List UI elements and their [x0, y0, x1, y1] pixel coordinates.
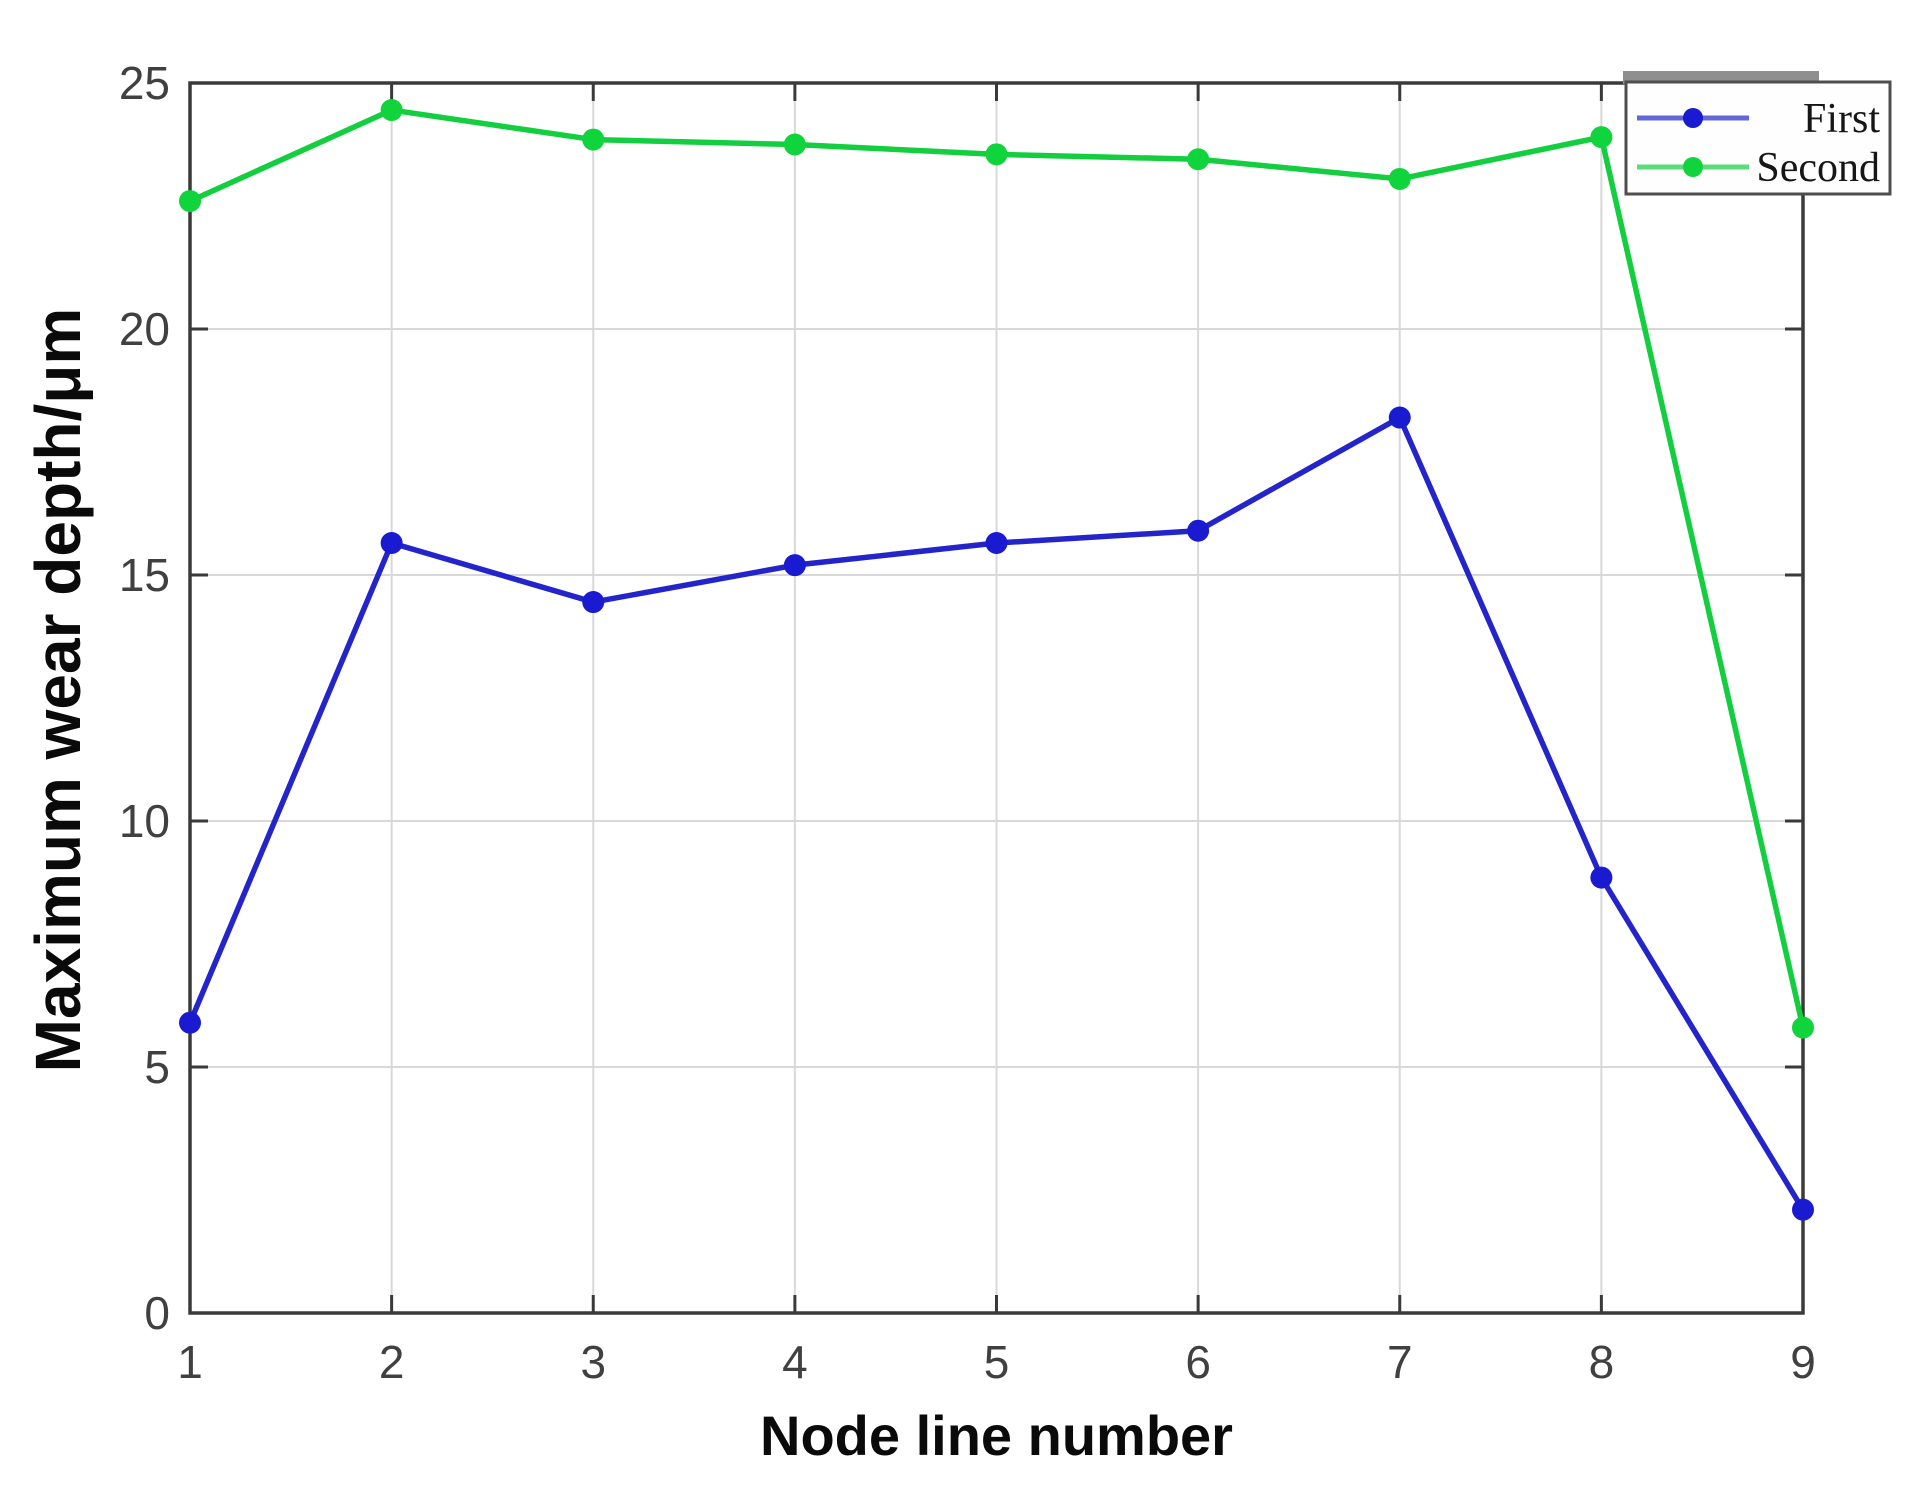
x-tick-label: 7 [1387, 1336, 1413, 1388]
data-point-first-2 [380, 532, 403, 555]
data-point-first-5 [985, 532, 1008, 555]
data-point-second-8 [1590, 126, 1613, 149]
series-second [179, 99, 1814, 1039]
y-tick-label: 15 [119, 549, 170, 601]
data-point-second-9 [1792, 1016, 1814, 1039]
data-point-second-7 [1388, 167, 1411, 190]
data-point-first-9 [1792, 1198, 1814, 1221]
data-point-first-8 [1590, 866, 1613, 889]
data-point-first-7 [1388, 406, 1411, 429]
data-point-first-3 [582, 591, 605, 614]
data-point-first-4 [783, 554, 806, 577]
legend-entry-second: Second [1637, 145, 1880, 191]
y-tick-label: 0 [144, 1287, 170, 1339]
legend-entry-first: First [1637, 96, 1880, 142]
x-axis-title: Node line number [760, 1404, 1233, 1467]
legend-marker-second [1683, 157, 1703, 177]
x-tick-label: 1 [177, 1336, 203, 1388]
axis-tick-marks [188, 81, 1805, 1315]
y-tick-label: 5 [144, 1041, 170, 1093]
x-tick-label: 9 [1790, 1336, 1816, 1388]
data-point-second-2 [380, 99, 403, 122]
x-tick-label: 3 [580, 1336, 606, 1388]
x-tick-label: 2 [379, 1336, 405, 1388]
y-tick-label: 10 [119, 795, 170, 847]
series-first [179, 406, 1814, 1221]
data-point-second-5 [985, 143, 1008, 166]
data-point-first-1 [179, 1011, 201, 1034]
data-point-second-3 [582, 128, 605, 151]
legend-label-first: First [1803, 96, 1880, 142]
x-tick-label: 8 [1589, 1336, 1615, 1388]
data-point-first-6 [1187, 519, 1210, 542]
y-tick-label: 20 [119, 303, 170, 355]
data-point-second-1 [179, 190, 201, 213]
y-axis-title: Maximum wear depth/μm [22, 308, 94, 1073]
data-point-second-6 [1187, 148, 1210, 171]
legend-box [1624, 80, 1892, 196]
y-tick-label: 25 [119, 57, 170, 109]
legend-marker-first [1683, 108, 1703, 128]
data-point-second-4 [783, 133, 806, 156]
x-tick-label: 4 [782, 1336, 808, 1388]
grid-lines [190, 83, 1803, 1313]
x-tick-label: 6 [1185, 1336, 1211, 1388]
x-tick-label: 5 [984, 1336, 1010, 1388]
legend-label-second: Second [1756, 145, 1880, 191]
